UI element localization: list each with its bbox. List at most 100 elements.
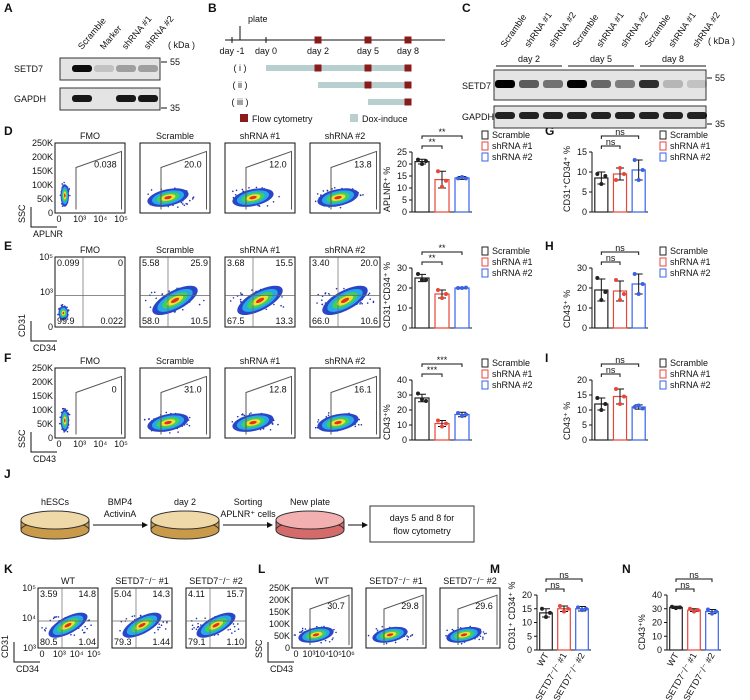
density (255, 297, 265, 304)
event-dot (375, 627, 378, 630)
day-label: day 8 (397, 46, 419, 56)
y-tick-label: 20 (577, 283, 587, 293)
event-dot (55, 616, 58, 618)
legend-label: Scramble (492, 246, 530, 256)
gate (160, 375, 207, 435)
y-tick-label: 30 (397, 263, 407, 273)
gate (309, 594, 350, 645)
y-tick-label: 200K (32, 152, 53, 162)
event-dot (183, 204, 186, 207)
band (116, 95, 136, 102)
x-axis-label: APLNR (33, 229, 64, 239)
event-dot (485, 632, 487, 635)
gate (383, 594, 424, 645)
bar (414, 397, 430, 441)
gate-value: 0 (112, 385, 117, 395)
event-dot (147, 193, 149, 195)
event-dot (44, 629, 47, 632)
sig-bracket (600, 261, 621, 265)
sample-title: shRNA #2 (325, 356, 366, 366)
event-dot (186, 423, 188, 426)
event-dot (45, 627, 47, 629)
y-tick-label: 0 (402, 323, 407, 333)
x-tick-label: WT (535, 651, 551, 669)
y-tick-label: 10⁴ (22, 613, 36, 623)
event-dot (193, 626, 195, 629)
event-dot (197, 622, 199, 625)
density (64, 622, 72, 628)
x-tick-label: 10⁴ (93, 214, 107, 224)
event-dot (158, 623, 160, 625)
legend-label: Scramble (492, 130, 530, 140)
legend-swatch (240, 114, 248, 122)
sample-title: Scramble (156, 245, 194, 255)
marker-label: 55 (170, 57, 180, 67)
y-tick-label: 20 (397, 159, 407, 169)
data-point (622, 394, 626, 399)
sig-bracket (600, 135, 640, 139)
legend-label: shRNA #1 (670, 141, 711, 151)
legend-label: shRNA #1 (492, 141, 533, 151)
sample-title: SETD7⁻/⁻ #2 (443, 576, 497, 586)
day-label: day 5 (590, 54, 612, 64)
y-tick-label: 250K (32, 363, 53, 373)
sig-bracket (545, 588, 565, 592)
data-point (640, 282, 645, 286)
gate (330, 150, 377, 210)
event-dot (469, 625, 472, 628)
event-dot (339, 206, 342, 209)
dox-bar (318, 82, 408, 88)
event-dot (451, 628, 454, 631)
data-point (632, 158, 637, 162)
data-point (714, 609, 718, 614)
panel-letter: L (258, 562, 265, 576)
data-point (456, 176, 460, 181)
event-dot (362, 194, 364, 196)
event-dot (332, 637, 334, 639)
data-point (444, 421, 448, 426)
x-tick-label: 0 (293, 649, 298, 659)
event-dot (236, 623, 239, 625)
bar (414, 277, 430, 329)
y-tick-label: 0 (402, 435, 407, 445)
x-tick-label: 10³ (73, 439, 86, 449)
quadrant-value: 10.5 (190, 316, 208, 326)
event-dot (54, 616, 56, 618)
band (615, 112, 635, 119)
flow-mark (404, 81, 412, 89)
legend-swatch (659, 380, 667, 390)
event-dot (239, 298, 242, 301)
sample-title: WT (315, 576, 329, 586)
event-dot (153, 291, 156, 294)
y-tick-label: 0 (402, 207, 407, 217)
y-tick-label: 5 (582, 420, 587, 430)
quadrant-value: 14.8 (78, 589, 96, 599)
flow-mark (404, 64, 412, 72)
event-dot (372, 300, 375, 303)
event-dot (282, 306, 285, 308)
event-dot (326, 189, 329, 192)
event-dot (280, 304, 282, 307)
data-point (424, 278, 428, 282)
event-dot (191, 624, 194, 627)
data-point (420, 278, 424, 282)
step-label: day 2 (174, 497, 196, 507)
event-dot (235, 189, 238, 192)
bar (687, 609, 701, 651)
y-tick-label: 250K (269, 583, 290, 593)
axis-arrow (30, 432, 57, 453)
data-point (678, 605, 682, 610)
event-dot (360, 424, 363, 426)
legend-label: shRNA #2 (492, 380, 533, 390)
event-dot (300, 631, 302, 633)
quadrant-value: 99.9 (57, 316, 75, 326)
density (334, 420, 342, 425)
event-dot (119, 629, 121, 632)
data-point (688, 606, 692, 611)
quadrant-value: 3.59 (40, 589, 58, 599)
data-point (444, 178, 448, 183)
data-point (416, 157, 420, 162)
event-dot (368, 292, 371, 295)
data-point (618, 402, 622, 406)
sig-bracket (600, 251, 640, 255)
